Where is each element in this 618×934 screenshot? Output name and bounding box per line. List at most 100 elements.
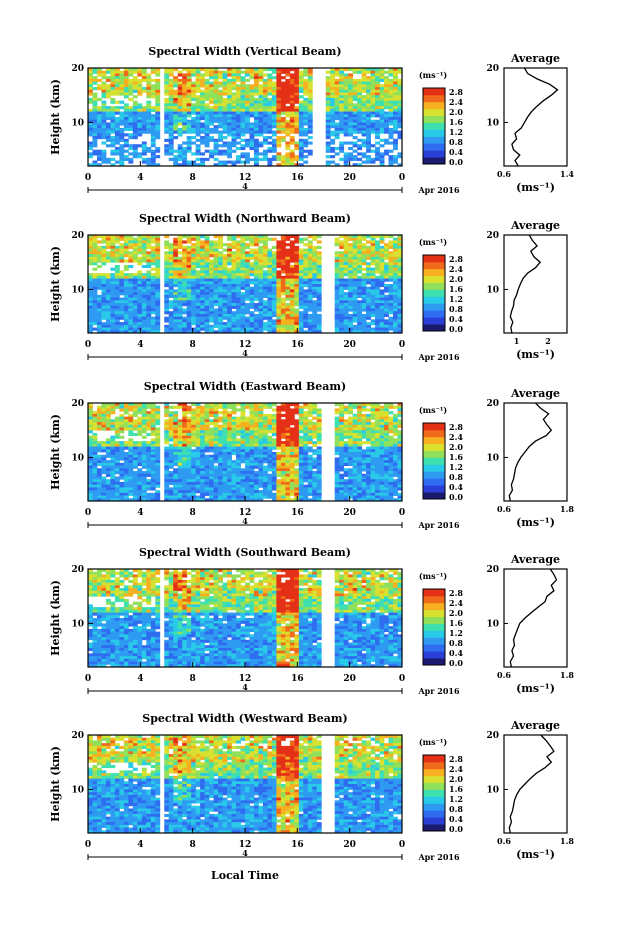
heatmap-cell [187,112,192,115]
heatmap-cell [97,128,102,131]
heatmap-cell [335,136,340,139]
heatmap-cell [88,485,93,488]
heatmap-cell [380,120,385,123]
heatmap-cell [267,257,272,260]
heatmap-cell [128,87,133,90]
heatmap-cell [308,128,313,131]
heatmap-cell [151,309,156,312]
heatmap-cell [187,474,192,477]
heatmap-cell [115,281,120,284]
heatmap-cell [263,249,268,252]
heatmap-cell [380,103,385,106]
heatmap-cell [115,254,120,257]
heatmap-cell [375,240,380,243]
heatmap-cell [371,87,376,90]
heatmap-cell [196,477,201,480]
heatmap-cell [223,279,228,282]
heatmap-cell [146,279,151,282]
heatmap-cell [182,436,187,439]
heatmap-cell [303,311,308,314]
heatmap-cell [200,452,205,455]
heatmap-cell [200,328,205,331]
heatmap-cell [223,325,228,328]
heatmap-cell [187,303,192,306]
heatmap-cell [178,433,183,436]
heatmap-cell [106,276,111,279]
heatmap-cell [375,136,380,139]
heatmap-cell [303,289,308,292]
heatmap-cell [169,142,174,145]
heatmap-cell [380,144,385,147]
colorbar-swatch [423,123,445,130]
heatmap-cell [263,306,268,309]
heatmap-cell [227,309,232,312]
heatmap-cell [88,319,93,322]
heatmap-cell [97,87,102,90]
heatmap-cell [285,251,290,254]
heatmap-cell [146,417,151,420]
heatmap-cell [335,125,340,128]
heatmap-cell [245,79,250,82]
heatmap-cell [366,249,371,252]
heatmap-cell [169,84,174,87]
heatmap-cell [92,136,97,139]
heatmap-cell [187,150,192,153]
heatmap-cell [137,79,142,82]
heatmap-cell [371,246,376,249]
heatmap-cell [267,114,272,117]
heatmap-cell [182,471,187,474]
heatmap-cell [182,103,187,106]
heatmap-cell [366,273,371,276]
heatmap-cell [133,136,138,139]
heatmap-cell [299,281,304,284]
heatmap-cell [164,270,169,273]
heatmap-cell [200,251,205,254]
heatmap-cell [97,406,102,409]
heatmap-cell [366,328,371,331]
heatmap-cell [348,309,353,312]
heatmap-cell [214,303,219,306]
heatmap-cell [389,155,394,158]
heatmap-cell [308,276,313,279]
heatmap-cell [133,449,138,452]
heatmap-cell [200,433,205,436]
heatmap-cell [353,95,358,98]
heatmap-cell [115,122,120,125]
heatmap-cell [281,281,286,284]
heatmap-cell [110,452,115,455]
heatmap-cell [119,281,124,284]
heatmap-cell [137,319,142,322]
heatmap-cell [97,474,102,477]
heatmap-cell [155,482,160,485]
heatmap-cell [97,325,102,328]
heatmap-cell [272,93,277,96]
heatmap-cell [258,322,263,325]
heatmap-cell [106,428,111,431]
heatmap-cell [281,300,286,303]
heatmap-cell [335,131,340,134]
heatmap-cell [254,112,259,115]
heatmap-cell [258,238,263,241]
heatmap-cell [339,79,344,82]
heatmap-cell [258,93,263,96]
heatmap-cell [339,84,344,87]
heatmap-cell [326,128,331,131]
heatmap-cell [169,289,174,292]
heatmap-cell [245,84,250,87]
heatmap-cell [155,125,160,128]
heatmap-cell [218,144,223,147]
heatmap-cell [285,314,290,317]
heatmap-cell [236,131,241,134]
heatmap-cell [173,406,178,409]
heatmap-cell [133,292,138,295]
heatmap-cell [312,289,317,292]
heatmap-cell [218,243,223,246]
heatmap-cell [191,428,196,431]
heatmap-cell [178,425,183,428]
heatmap-cell [249,122,254,125]
heatmap-cell [133,295,138,298]
heatmap-cell [133,257,138,260]
heatmap-cell [124,158,129,161]
heatmap-cell [146,306,151,309]
heatmap-cell [137,430,142,433]
